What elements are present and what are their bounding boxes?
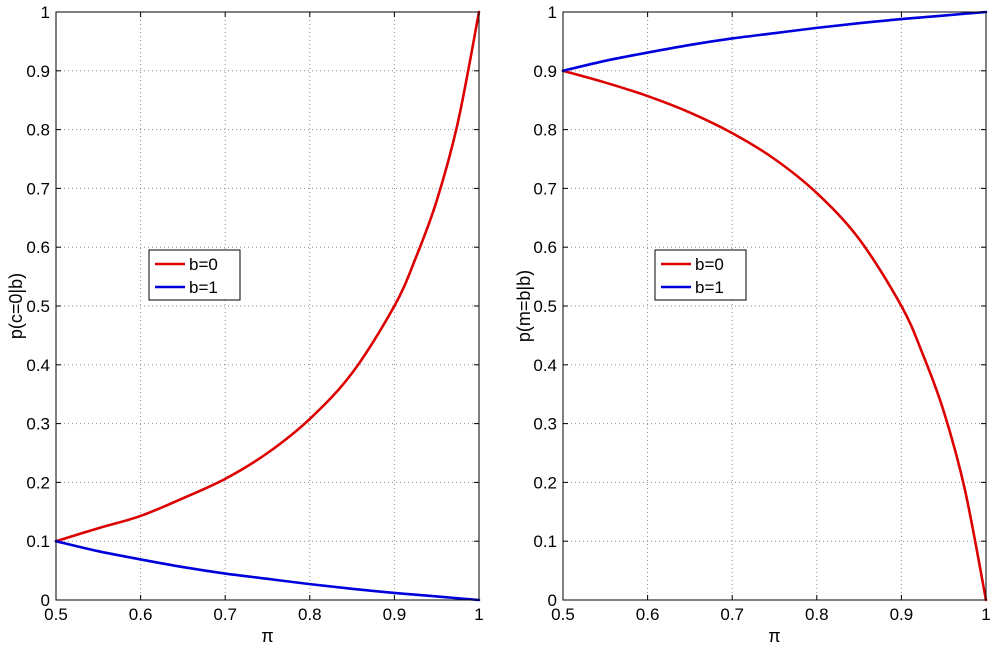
legend-label: b=1 xyxy=(189,278,218,297)
y-tick-label: 0.7 xyxy=(26,179,50,198)
series-line-b=1 xyxy=(54,539,481,602)
y-tick-label: 0.3 xyxy=(533,415,557,434)
plot-area xyxy=(563,12,986,600)
x-tick-label: 1 xyxy=(474,605,483,624)
chart-panel-2: 0.5 0.6 0.7 0.8 0.9 1 0 0.1 0.2 0.3 0.4 0.5 0.6 0.7 0.… xyxy=(514,3,991,646)
y-axis-label: p(c=0|b) xyxy=(6,273,26,339)
y-tick-label: 0.4 xyxy=(533,356,557,375)
series-line-b=0 xyxy=(561,69,988,602)
legend-box xyxy=(654,249,747,301)
x-axis-label: π xyxy=(261,626,273,646)
axes-box xyxy=(562,11,987,601)
y-tick-label: 0.6 xyxy=(533,238,557,257)
x-tick-label: 0.7 xyxy=(213,605,237,624)
y-tick-label: 0.1 xyxy=(533,532,557,551)
x-tick-label: 0.8 xyxy=(805,605,829,624)
y-tick-label: 0.1 xyxy=(26,532,50,551)
y-tick-label: 0.5 xyxy=(26,297,50,316)
legend: b=0b=1 xyxy=(148,249,241,301)
legend: b=0b=1 xyxy=(654,249,747,301)
y-tick-label: 1 xyxy=(548,3,557,22)
x-tick-label: 1 xyxy=(981,605,990,624)
x-tick-label: 0.5 xyxy=(551,605,575,624)
y-axis-label: p(m=b|b) xyxy=(514,270,534,342)
y-tick-label: 0 xyxy=(548,591,557,610)
y-tick-label: 0.5 xyxy=(533,297,557,316)
y-tick-label: 1 xyxy=(41,3,50,22)
legend-label: b=0 xyxy=(695,255,724,274)
series-line-b=1 xyxy=(561,10,988,73)
y-tick-label: 0.9 xyxy=(533,62,557,81)
x-axis-label: π xyxy=(768,626,780,646)
y-tick-label: 0 xyxy=(41,591,50,610)
axes-box xyxy=(55,11,480,601)
y-tick-label: 0.3 xyxy=(26,415,50,434)
series-line-b=0 xyxy=(54,10,481,543)
legend-label: b=1 xyxy=(695,278,724,297)
x-tick-label: 0.5 xyxy=(44,605,68,624)
plot-area xyxy=(56,12,479,600)
y-tick-label: 0.4 xyxy=(26,356,50,375)
x-tick-label: 0.8 xyxy=(298,605,322,624)
x-tick-label: 0.9 xyxy=(383,605,407,624)
legend-label: b=0 xyxy=(189,255,218,274)
x-tick-label: 0.6 xyxy=(636,605,660,624)
x-tick-label: 0.6 xyxy=(129,605,153,624)
y-tick-label: 0.9 xyxy=(26,62,50,81)
y-tick-label: 0.7 xyxy=(533,179,557,198)
y-tick-label: 0.8 xyxy=(533,121,557,140)
y-tick-label: 0.6 xyxy=(26,238,50,257)
y-tick-label: 0.2 xyxy=(533,473,557,492)
chart-panel-1: 0.5 0.6 0.7 0.8 0.9 1 0 0.1 0.2 0.3 0.4 0.5 0.6 0.7 0.… xyxy=(6,3,484,646)
x-tick-label: 0.7 xyxy=(720,605,744,624)
y-tick-label: 0.2 xyxy=(26,473,50,492)
y-tick-label: 0.8 xyxy=(26,121,50,140)
legend-box xyxy=(148,249,241,301)
x-tick-label: 0.9 xyxy=(890,605,914,624)
